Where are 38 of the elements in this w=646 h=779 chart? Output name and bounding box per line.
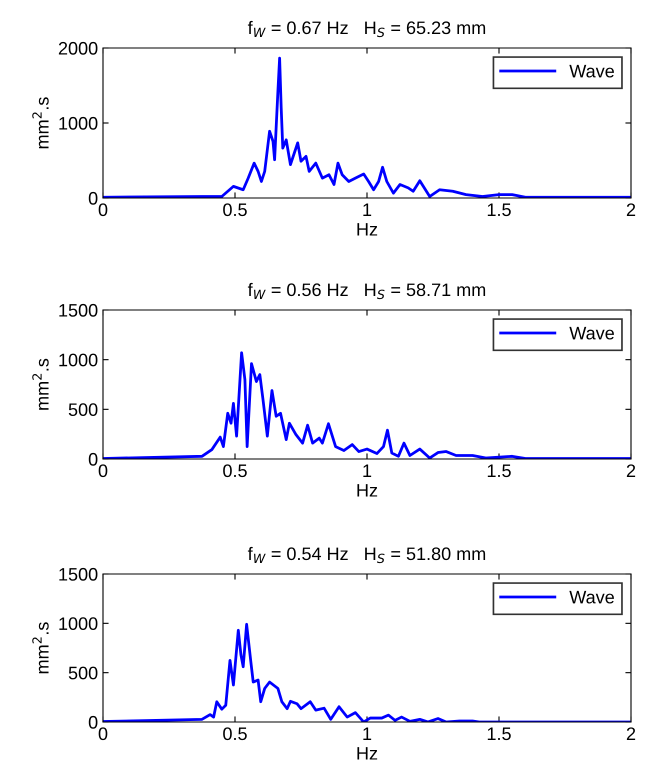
x-tick-label: 0 xyxy=(98,727,108,740)
y-tick-label: 0 xyxy=(88,192,98,205)
x-tick-label: 1 xyxy=(363,464,372,477)
x-tick-label: 0 xyxy=(98,203,108,216)
y-tick-label: 1000 xyxy=(59,617,98,630)
y-tick-label: 500 xyxy=(68,666,98,680)
chart-title: f$_{W}$ = 0.54 Hz H$_{S}$ = 51.80 mm xyxy=(248,546,486,564)
x-axis-title: Hz xyxy=(357,484,378,497)
legend-label: Wave xyxy=(569,326,614,340)
y-axis-title: mm$^{2}$.s xyxy=(32,622,49,674)
x-tick-label: 1 xyxy=(363,728,372,740)
y-tick-label: 0 xyxy=(88,716,98,729)
legend-label: Wave xyxy=(569,590,614,604)
x-tick-label: 0.5 xyxy=(223,203,247,216)
x-axis-title: Hz xyxy=(357,223,378,236)
y-tick-label: 500 xyxy=(68,403,98,416)
x-tick-label: 0.5 xyxy=(223,727,247,740)
chart-title: f$_{W}$ = 0.56 Hz H$_{S}$ = 58.71 mm xyxy=(248,282,486,300)
y-axis-title: mm$^{2}$.s xyxy=(32,97,49,148)
y-tick-label: 1000 xyxy=(59,354,98,366)
x-axis-title: Hz xyxy=(357,747,378,760)
x-tick-label: 1.5 xyxy=(488,728,511,740)
x-tick-label: 0 xyxy=(98,464,108,478)
y-axis-title: mm$^{2}$.s xyxy=(32,358,49,410)
x-tick-label: 1.5 xyxy=(488,204,511,216)
x-tick-label: 2 xyxy=(626,464,636,477)
legend-label: Wave xyxy=(569,64,614,78)
x-tick-label: 2 xyxy=(626,203,636,216)
x-tick-label: 2 xyxy=(626,727,636,740)
y-tick-label: 0 xyxy=(88,452,98,466)
y-tick-label: 1500 xyxy=(59,568,98,581)
y-tick-label: 2000 xyxy=(58,42,98,55)
y-tick-label: 1000 xyxy=(59,116,98,130)
y-tick-label: 1500 xyxy=(59,304,98,317)
x-tick-label: 1.5 xyxy=(488,464,511,478)
x-tick-label: 1 xyxy=(363,204,372,216)
chart-title: f$_{W}$ = 0.67 Hz H$_{S}$ = 65.23 mm xyxy=(248,20,486,38)
x-tick-label: 0.5 xyxy=(223,464,247,478)
